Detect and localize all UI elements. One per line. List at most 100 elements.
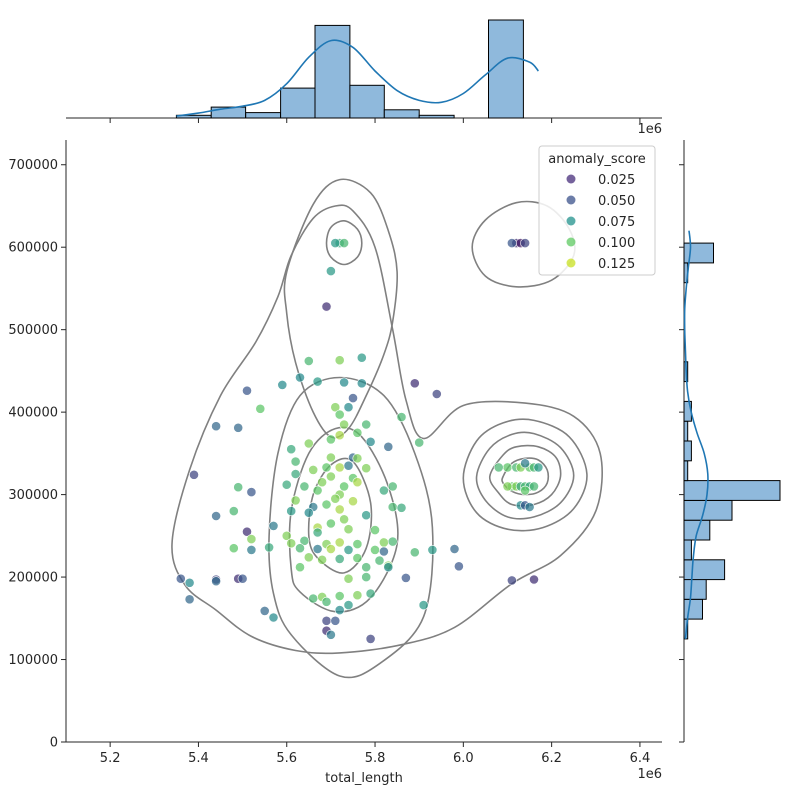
scatter-point xyxy=(339,419,349,430)
scatter-point xyxy=(370,545,380,555)
scatter-point xyxy=(325,544,336,554)
marginal-x-bar xyxy=(488,19,524,119)
scatter-point xyxy=(308,464,319,475)
scatter-points xyxy=(175,238,544,644)
marginal-y-bar xyxy=(683,598,703,620)
scatter-point xyxy=(317,554,327,565)
legend-label: 0.050 xyxy=(598,194,635,209)
scatter-point xyxy=(431,389,442,399)
scatter-point xyxy=(348,496,358,507)
scatter-point xyxy=(339,238,349,248)
x-offset-label-top: 1e6 xyxy=(637,122,662,137)
marginal-x-bar xyxy=(349,84,385,119)
scatter-point xyxy=(334,554,345,564)
scatter-point xyxy=(334,605,345,615)
scatter-point xyxy=(237,573,248,584)
scatter-point xyxy=(378,485,389,496)
scatter-point xyxy=(233,482,244,493)
scatter-point xyxy=(299,535,310,546)
scatter-point xyxy=(281,479,292,490)
scatter-point xyxy=(352,453,363,464)
legend-label: 0.025 xyxy=(598,173,635,188)
scatter-point xyxy=(343,573,354,584)
scatter-point xyxy=(352,477,363,488)
scatter-point xyxy=(387,502,398,512)
scatter-point xyxy=(502,481,513,492)
scatter-point xyxy=(268,612,279,623)
scatter-point xyxy=(312,485,323,496)
scatter-point xyxy=(330,493,341,504)
scatter-point xyxy=(233,422,244,433)
scatter-point xyxy=(330,238,341,248)
scatter-point xyxy=(453,561,464,572)
scatter-point xyxy=(352,427,363,438)
scatter-point xyxy=(255,403,266,414)
scatter-point xyxy=(339,377,349,388)
scatter-point xyxy=(211,576,221,587)
scatter-point xyxy=(383,562,394,573)
scatter-point xyxy=(506,575,517,586)
marginal-y-bar xyxy=(683,440,692,462)
scatter-point xyxy=(356,378,367,389)
scatter-point xyxy=(290,456,301,467)
marginal-y-bar xyxy=(683,579,707,600)
marginal-y-bar xyxy=(683,480,781,501)
scatter-point xyxy=(400,573,411,583)
marginal-y-bar xyxy=(683,539,692,561)
scatter-point xyxy=(228,506,239,516)
scatter-point xyxy=(378,546,389,557)
scatter-point xyxy=(409,547,420,558)
scatter-point xyxy=(449,544,460,554)
scatter-point xyxy=(506,238,517,248)
scatter-point xyxy=(414,437,425,448)
scatter-point xyxy=(502,462,513,473)
scatter-point xyxy=(228,543,239,554)
kde-contour-line xyxy=(268,376,434,679)
scatter-point xyxy=(325,434,336,445)
scatter-point xyxy=(246,487,257,497)
scatter-point xyxy=(361,562,372,573)
scatter-point xyxy=(383,441,394,452)
scatter-point xyxy=(343,460,354,471)
legend-entry: 0.025 xyxy=(566,173,635,188)
scatter-point xyxy=(533,462,544,473)
scatter-point xyxy=(334,462,345,473)
legend-entry: 0.050 xyxy=(566,194,635,209)
scatter-point xyxy=(365,436,376,447)
scatter-point xyxy=(334,537,345,548)
scatter-point xyxy=(529,574,539,585)
marginal-x-bar xyxy=(314,24,351,119)
scatter-point xyxy=(374,555,385,566)
scatter-point xyxy=(334,591,345,601)
kde-contour-line xyxy=(475,431,575,520)
scatter-point xyxy=(334,504,345,515)
kde-contour-line xyxy=(462,418,588,532)
scatter-point xyxy=(268,521,279,531)
marginal-y-bar xyxy=(683,460,689,482)
scatter-point xyxy=(295,372,305,383)
y-tick-label: 600000 xyxy=(8,241,58,256)
marginal-x-histogram xyxy=(66,19,662,119)
scatter-point xyxy=(286,506,297,516)
kde-contour-line xyxy=(171,204,603,655)
y-tick-label: 700000 xyxy=(8,158,58,173)
legend-marker xyxy=(566,258,576,268)
kde-contour-line xyxy=(488,444,562,507)
scatter-point xyxy=(246,534,257,544)
legend-label: 0.100 xyxy=(598,236,635,251)
scatter-point xyxy=(184,577,195,588)
legend-marker xyxy=(566,237,576,247)
scatter-point xyxy=(343,402,354,413)
scatter-point xyxy=(295,562,305,573)
scatter-point xyxy=(529,481,539,492)
scatter-point xyxy=(330,402,341,413)
scatter-point xyxy=(325,452,336,463)
scatter-point xyxy=(242,526,252,537)
scatter-point xyxy=(365,588,376,599)
x-axis-label: total_length xyxy=(325,771,403,786)
x-tick-label: 5.4 xyxy=(188,751,209,766)
x-tick-label: 5.8 xyxy=(365,751,386,766)
scatter-point xyxy=(211,511,221,521)
scatter-point xyxy=(321,499,332,510)
scatter-point xyxy=(325,629,336,640)
